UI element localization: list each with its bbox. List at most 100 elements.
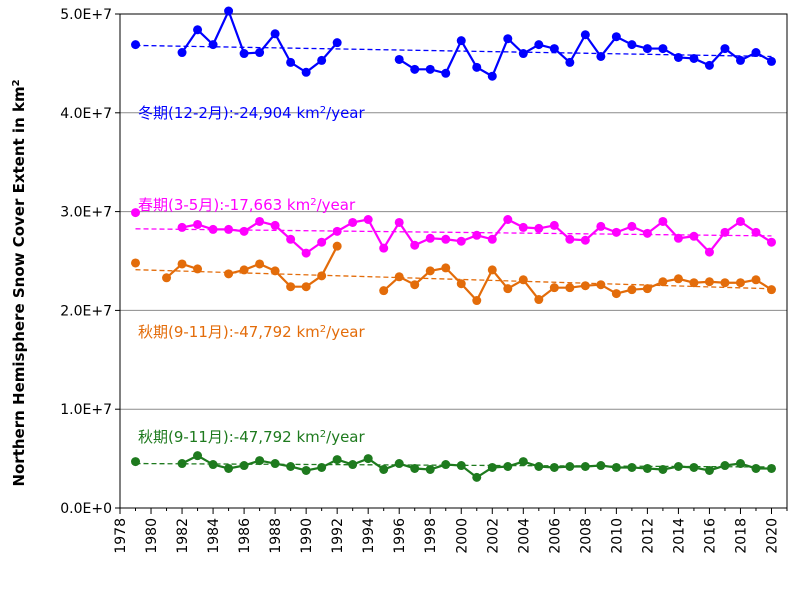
data-point: [487, 462, 497, 472]
data-point: [627, 221, 637, 231]
data-point: [193, 264, 203, 274]
y-tick-label: 4.0E+7: [60, 106, 112, 122]
data-point: [317, 271, 327, 281]
data-point: [208, 40, 218, 50]
data-point: [627, 40, 637, 50]
data-point: [363, 454, 373, 464]
data-point: [317, 462, 327, 472]
data-point: [611, 32, 621, 42]
data-point: [487, 71, 497, 81]
data-point: [673, 274, 683, 284]
series-2: [131, 241, 776, 306]
data-point: [689, 231, 699, 241]
x-tick-label: 1996: [392, 518, 408, 554]
data-point: [410, 463, 420, 473]
data-point: [239, 461, 249, 471]
data-point: [689, 278, 699, 288]
data-point: [224, 463, 234, 473]
data-point: [751, 227, 761, 237]
data-point: [208, 224, 218, 234]
data-point: [410, 240, 420, 250]
data-point: [177, 459, 187, 469]
data-point: [239, 265, 249, 275]
data-point: [487, 234, 497, 244]
data-point: [518, 49, 528, 59]
data-point: [472, 230, 482, 240]
data-point: [270, 29, 280, 39]
x-tick-label: 1984: [206, 518, 222, 554]
series-label: 秋期(9-11月):-47,792 km2/year: [138, 428, 365, 446]
data-point: [177, 48, 187, 58]
data-point: [642, 284, 652, 294]
x-tick-label: 2002: [485, 518, 501, 554]
data-point: [348, 217, 358, 227]
data-point: [720, 278, 730, 288]
data-point: [286, 57, 296, 67]
data-point: [518, 275, 528, 285]
data-point: [596, 51, 606, 61]
y-tick-label: 5.0E+7: [60, 7, 112, 23]
data-point: [503, 462, 513, 472]
data-point: [255, 48, 265, 58]
data-point: [301, 282, 311, 292]
data-point: [193, 451, 203, 461]
data-point: [456, 279, 466, 289]
series-label: 冬期(12-2月):-24,904 km2/year: [138, 104, 365, 122]
data-point: [766, 463, 776, 473]
data-point: [596, 221, 606, 231]
data-point: [704, 247, 714, 257]
data-point: [332, 226, 342, 236]
data-point: [239, 226, 249, 236]
data-point: [658, 44, 668, 54]
data-point: [689, 53, 699, 63]
data-point: [255, 216, 265, 226]
data-point: [704, 277, 714, 287]
data-point: [441, 234, 451, 244]
data-point: [177, 222, 187, 232]
data-point: [642, 228, 652, 238]
data-point: [766, 56, 776, 66]
data-point: [503, 34, 513, 44]
data-point: [348, 460, 358, 470]
x-tick-label: 1998: [423, 518, 439, 554]
data-point: [549, 220, 559, 230]
data-point: [503, 284, 513, 294]
data-point: [425, 233, 435, 243]
series-labels: 冬期(12-2月):-24,904 km2/year 春期(3-5月):-17,6…: [138, 104, 365, 446]
data-point: [472, 472, 482, 482]
data-point: [394, 54, 404, 64]
data-point: [270, 266, 280, 276]
data-point: [611, 227, 621, 237]
series-label: 春期(3-5月):-17,663 km2/year: [138, 196, 356, 214]
data-point: [565, 283, 575, 293]
data-point: [534, 223, 544, 233]
data-point: [596, 280, 606, 290]
data-point: [394, 459, 404, 469]
data-point: [720, 461, 730, 471]
x-tick-label: 1980: [144, 518, 160, 554]
data-point: [472, 62, 482, 72]
data-point: [549, 44, 559, 54]
data-point: [301, 67, 311, 77]
data-point: [549, 462, 559, 472]
x-axis-ticks: 1978 1980 1982 1984 1986 1988 1990 1992 1994 1996…: [113, 508, 788, 554]
y-axis-ticks: 0.0E+0 1.0E+7 2.0E+7 3.0E+7 4.0E+7 5.0E+7: [60, 7, 120, 517]
data-point: [503, 215, 513, 225]
data-point: [565, 462, 575, 472]
data-point: [332, 241, 342, 251]
data-point: [255, 259, 265, 269]
data-point: [565, 57, 575, 67]
x-tick-label: 2008: [578, 518, 594, 554]
x-tick-label: 1988: [268, 518, 284, 554]
data-point: [410, 64, 420, 74]
x-tick-label: 2016: [702, 518, 718, 554]
data-point: [704, 465, 714, 475]
data-point: [658, 464, 668, 474]
data-point: [735, 55, 745, 65]
data-point: [456, 36, 466, 46]
data-point: [286, 282, 296, 292]
data-point: [549, 283, 559, 293]
data-point: [704, 60, 714, 70]
x-tick-label: 2014: [671, 518, 687, 554]
